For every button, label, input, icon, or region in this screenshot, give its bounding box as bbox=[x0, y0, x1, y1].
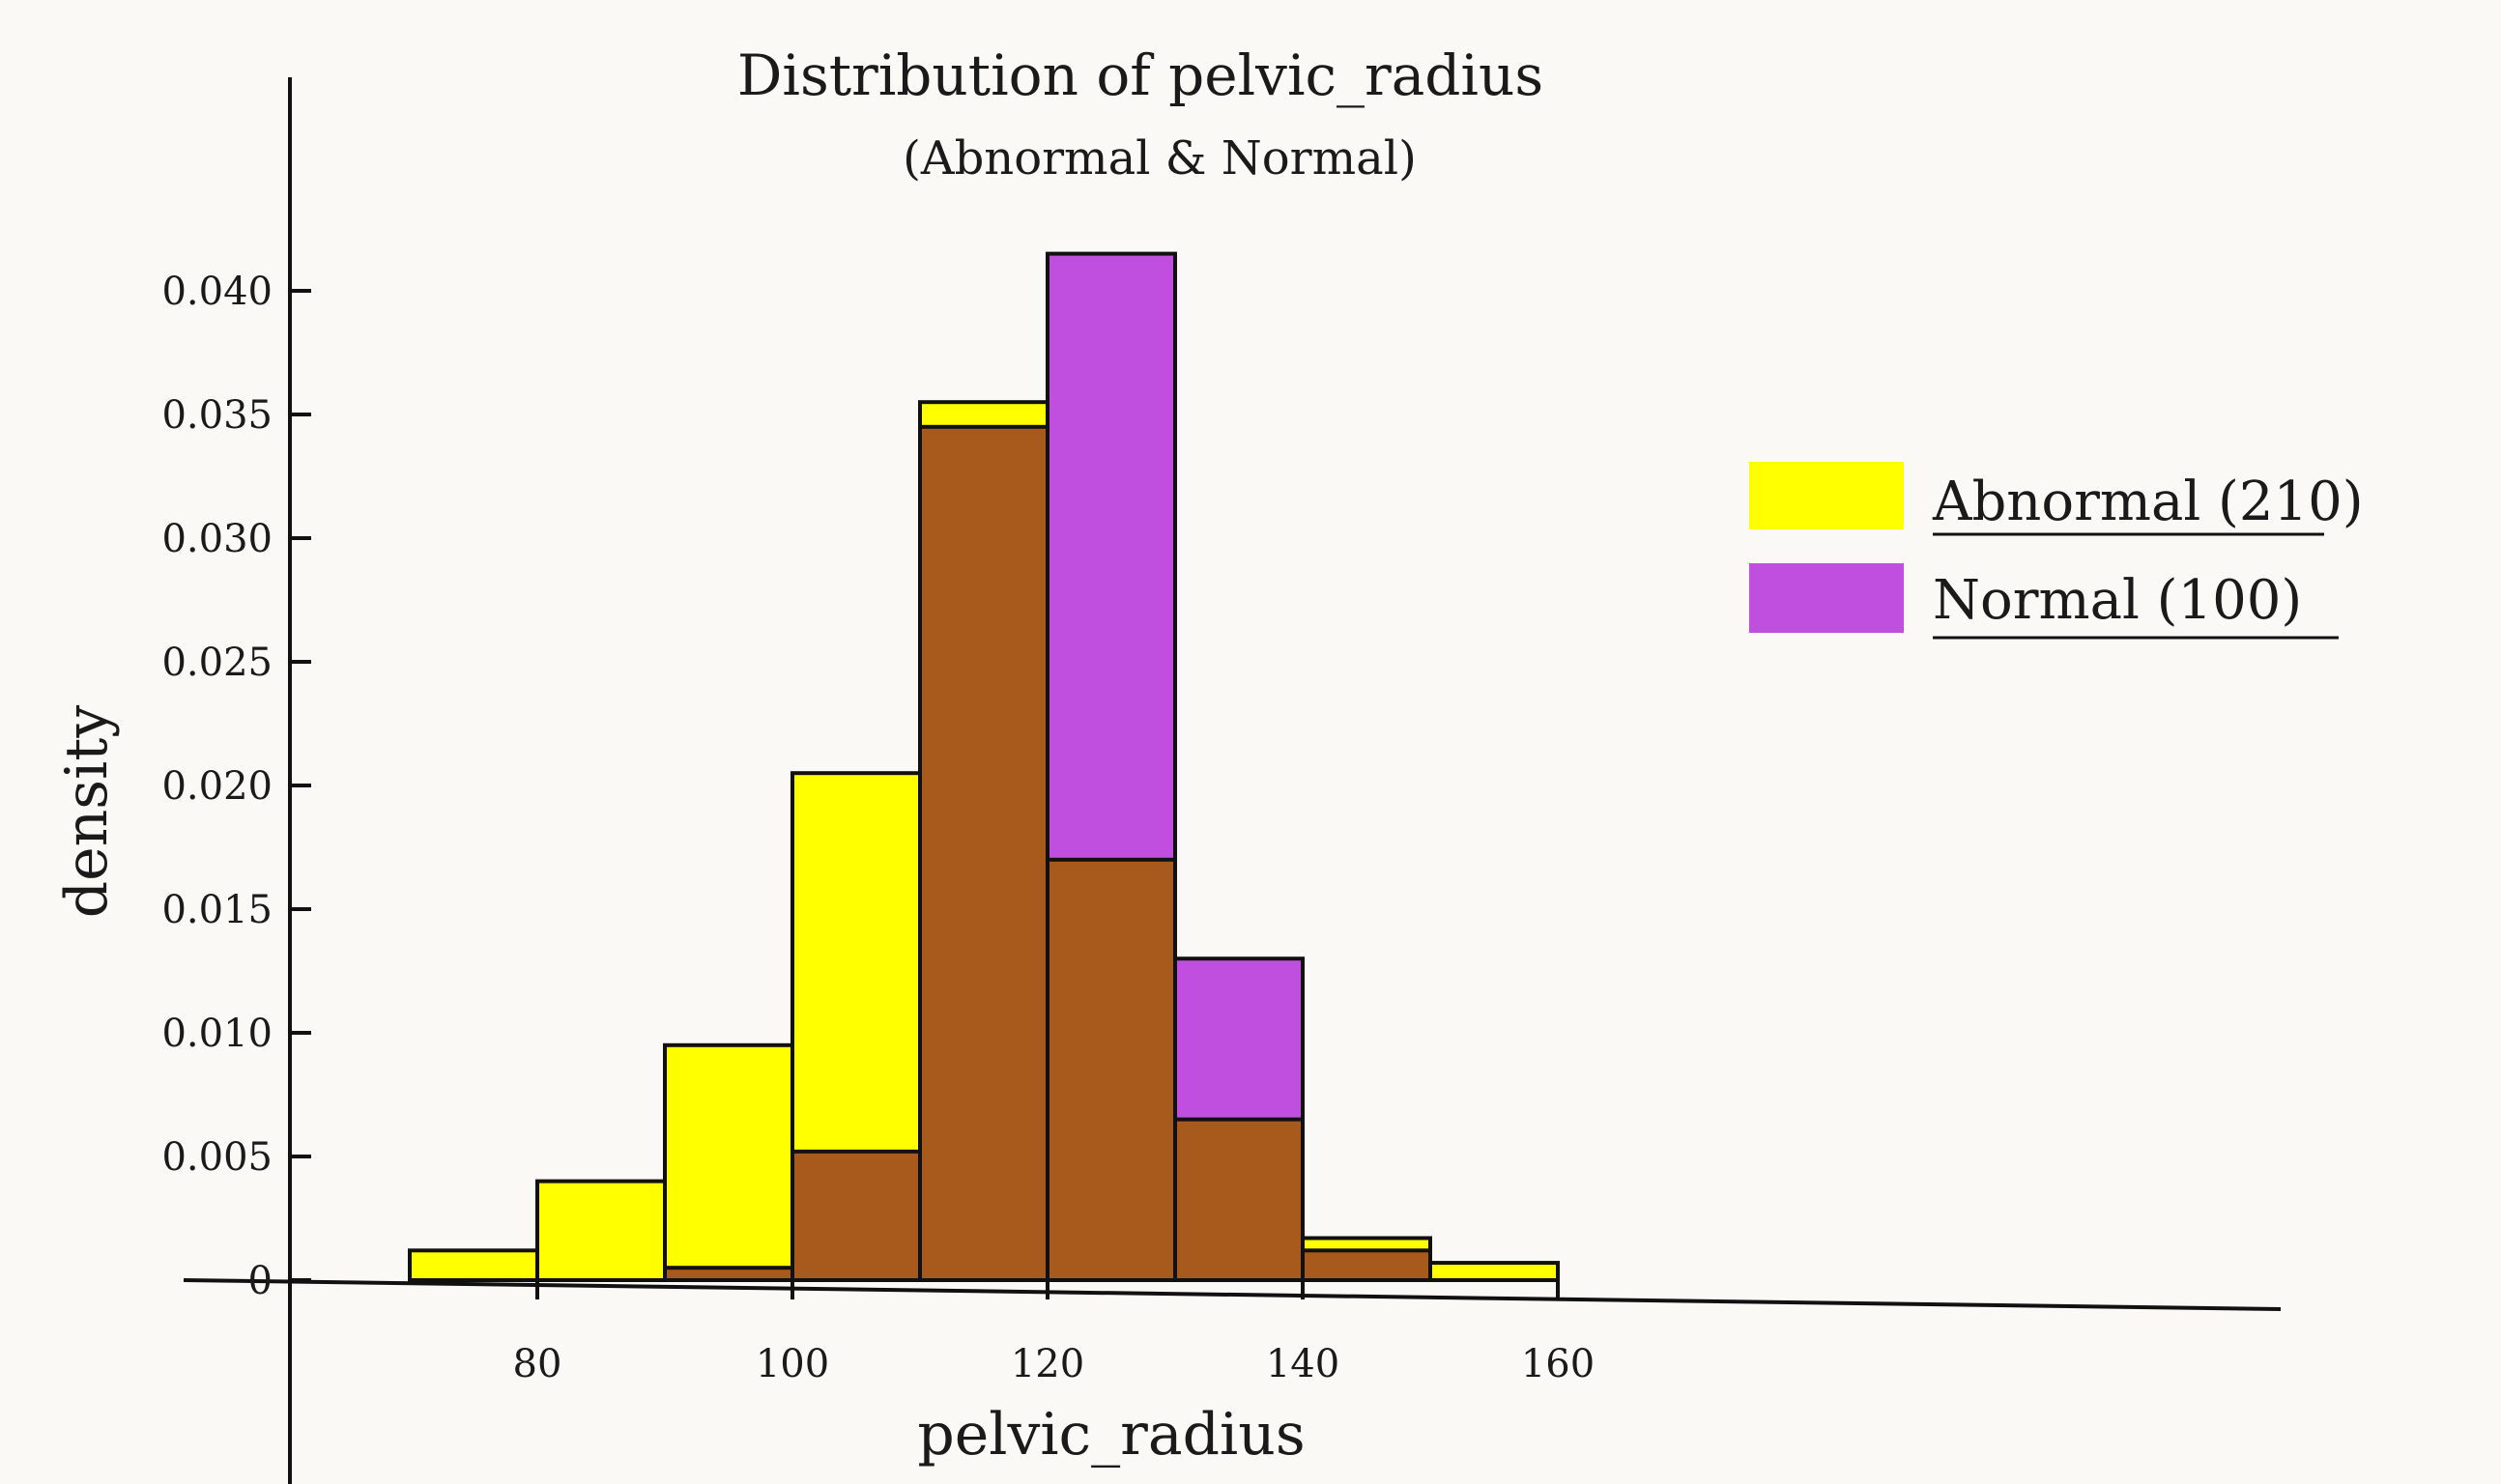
x-axis-ticks: 80 100 120 140 160 bbox=[513, 1280, 1595, 1386]
y-tick-label: 0.005 bbox=[161, 1135, 273, 1180]
y-tick-label: 0.035 bbox=[161, 393, 273, 438]
y-tick-label: 0.040 bbox=[161, 270, 273, 314]
overlap-bar bbox=[665, 1268, 792, 1280]
overlap-bar bbox=[1175, 1119, 1303, 1280]
y-tick-label: 0.025 bbox=[161, 641, 273, 685]
x-tick-label: 120 bbox=[1011, 1342, 1084, 1386]
x-axis-line bbox=[183, 1278, 2282, 1311]
normal-bar-outline bbox=[1173, 956, 1305, 1282]
y-tick-label: 0.015 bbox=[161, 888, 273, 932]
chart-title: Distribution of pelvic_radius bbox=[737, 43, 1543, 108]
x-tick-label: 140 bbox=[1266, 1342, 1339, 1386]
overlap-bar bbox=[1303, 1250, 1430, 1280]
legend-swatch-abnormal bbox=[1749, 462, 1904, 529]
legend-label-normal: Normal (100) bbox=[1933, 569, 2302, 632]
abnormal-bar bbox=[537, 1181, 665, 1280]
y-tick-label: 0.020 bbox=[161, 764, 273, 809]
x-axis-label: pelvic_radius bbox=[917, 1401, 1305, 1469]
y-tick-label: 0 bbox=[248, 1259, 273, 1303]
overlap-bar bbox=[1048, 859, 1175, 1280]
legend-label-abnormal: Abnormal (210) bbox=[1932, 471, 2364, 533]
overlap-region bbox=[665, 426, 1430, 1280]
x-tick-label: 100 bbox=[756, 1342, 829, 1386]
legend-swatch-normal bbox=[1749, 563, 1904, 633]
overlap-bar bbox=[920, 426, 1048, 1280]
abnormal-bar bbox=[1430, 1263, 1558, 1280]
bar-outlines bbox=[408, 251, 1560, 1283]
y-tick-label: 0.030 bbox=[161, 517, 273, 561]
x-tick-label: 160 bbox=[1521, 1342, 1595, 1386]
abnormal-bar bbox=[410, 1250, 537, 1280]
chart-subtitle: (Abnormal & Normal) bbox=[903, 131, 1417, 186]
abnormal-bar bbox=[665, 1044, 792, 1280]
y-axis-ticks: 0 0.005 0.010 0.015 0.020 0.025 0.030 0.035 0.04… bbox=[161, 270, 311, 1303]
overlap-bar bbox=[792, 1151, 920, 1280]
normal-bar-outline bbox=[1046, 251, 1177, 1283]
normal-bar-outline bbox=[1301, 1248, 1432, 1283]
y-axis-label: density bbox=[53, 705, 121, 919]
y-tick-label: 0.010 bbox=[161, 1012, 273, 1056]
legend: Abnormal (210) Normal (100) bbox=[1749, 462, 2364, 640]
x-tick-label: 80 bbox=[513, 1342, 562, 1386]
